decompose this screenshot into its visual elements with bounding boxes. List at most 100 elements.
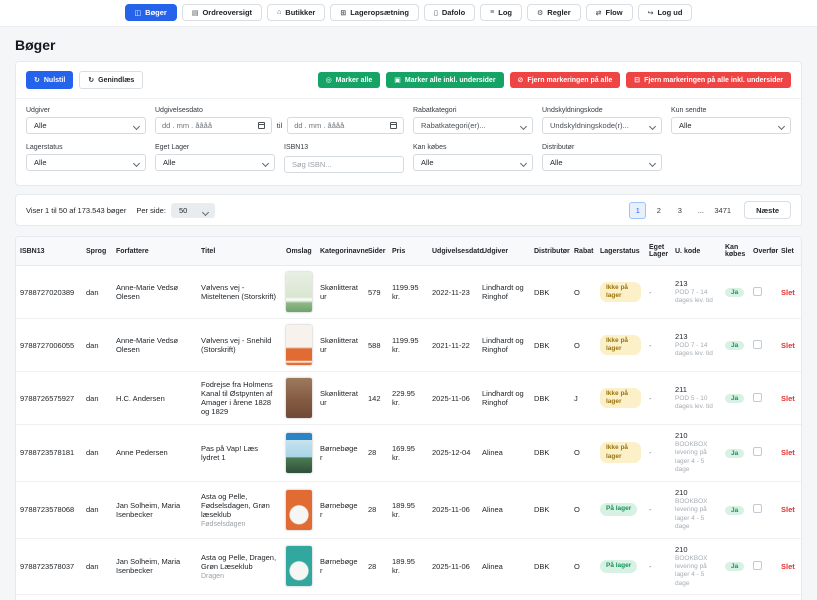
category-value: Skønlitteratur bbox=[320, 283, 358, 301]
nav-item-log[interactable]: ≡ Log bbox=[480, 4, 522, 21]
per-page-select[interactable]: 50 bbox=[171, 203, 215, 218]
pagination-page-2[interactable]: 2 bbox=[650, 202, 667, 219]
nav-item-regler[interactable]: ⚙ Regler bbox=[527, 4, 581, 21]
u-code-value: 210 bbox=[675, 545, 717, 554]
table-row: 9788727020389 dan Anne-Marie Vedsø Olese… bbox=[16, 266, 802, 319]
authors-value: Anne Pedersen bbox=[116, 448, 168, 457]
pagination-page-3471[interactable]: 3471 bbox=[713, 202, 732, 219]
publisher-select[interactable]: Alle bbox=[26, 117, 146, 134]
nav-item-flow[interactable]: ⇄ Flow bbox=[586, 4, 633, 21]
discount-value: J bbox=[574, 394, 578, 403]
stock-status-badge: Ikke på lager bbox=[600, 388, 641, 409]
per-page-label: Per side: bbox=[136, 206, 166, 215]
column-header-lagerstatus: Lagerstatus bbox=[596, 237, 645, 266]
nav-item-log-ud[interactable]: ↪ Log ud bbox=[638, 4, 693, 21]
clear-selection-including-subpages-button[interactable]: ⊟ Fjern markeringen på alle inkl. unders… bbox=[626, 72, 791, 88]
date-from-input[interactable]: dd . mm . åååå bbox=[155, 117, 272, 134]
isbn-value: 9788723578068 bbox=[20, 505, 74, 514]
isbn-value: 9788723578037 bbox=[20, 562, 74, 571]
distributor-value: DBK bbox=[534, 505, 549, 514]
clear-selection-button[interactable]: ⊘ Fjern markeringen på alle bbox=[510, 72, 621, 88]
transfer-checkbox[interactable] bbox=[753, 504, 762, 513]
slash-circle-icon: ⊘ bbox=[518, 76, 524, 84]
only-sent-select[interactable]: Alle bbox=[671, 117, 791, 134]
language-value: dan bbox=[86, 505, 99, 514]
column-header-sider: Sider bbox=[364, 237, 388, 266]
distributor-select[interactable]: Alle bbox=[542, 154, 662, 171]
reset-button[interactable]: ↻ Nulstil bbox=[26, 71, 73, 89]
nav-item-dafolo[interactable]: ▯ Dafolo bbox=[424, 4, 475, 21]
transfer-checkbox[interactable] bbox=[753, 393, 762, 402]
isbn-value: 9788726575927 bbox=[20, 394, 74, 403]
category-value: Skønlitteratur bbox=[320, 389, 358, 407]
delete-link[interactable]: Slet bbox=[781, 505, 795, 514]
u-code-value: 213 bbox=[675, 332, 717, 341]
shop-icon: ⌂ bbox=[277, 9, 281, 16]
transfer-checkbox[interactable] bbox=[753, 561, 762, 570]
delete-link[interactable]: Slet bbox=[781, 394, 795, 403]
select-all-including-subpages-button[interactable]: ▣ Marker alle inkl. undersider bbox=[386, 72, 503, 88]
purchasable-badge: Ja bbox=[725, 288, 744, 297]
pagination-page-1[interactable]: 1 bbox=[629, 202, 646, 219]
category-value: Børnebøger bbox=[320, 501, 358, 519]
language-value: dan bbox=[86, 448, 99, 457]
date-to-input[interactable]: dd . mm . åååå bbox=[287, 117, 404, 134]
publish-date-value: 2022-11-23 bbox=[432, 288, 470, 297]
column-header-distributør: Distributør bbox=[530, 237, 570, 266]
stock-status-badge: Ikke på lager bbox=[600, 442, 641, 463]
delete-link[interactable]: Slet bbox=[781, 288, 795, 297]
isbn-filter-label: ISBN13 bbox=[284, 144, 404, 151]
warehouse-icon: ⊞ bbox=[340, 9, 346, 17]
delete-link[interactable]: Slet bbox=[781, 562, 795, 571]
transfer-checkbox[interactable] bbox=[753, 447, 762, 456]
own-stock-value: - bbox=[649, 341, 652, 350]
title-value: Vølvens vej - Misteltenen (Storskrift) bbox=[201, 283, 278, 301]
nav-item-bøger[interactable]: ◫ Bøger bbox=[125, 4, 177, 21]
delete-link[interactable]: Slet bbox=[781, 448, 795, 457]
column-header-sprog: Sprog bbox=[82, 237, 112, 266]
only-sent-filter-label: Kun sendte bbox=[671, 107, 791, 114]
transfer-checkbox[interactable] bbox=[753, 287, 762, 296]
publish-date-value: 2025-12-04 bbox=[432, 448, 470, 457]
pagination-card: Viser 1 til 50 af 173.543 bøger Per side… bbox=[15, 194, 802, 226]
delete-link[interactable]: Slet bbox=[781, 341, 795, 350]
column-header-omslag: Omslag bbox=[282, 237, 316, 266]
nav-item-butikker[interactable]: ⌂ Butikker bbox=[267, 4, 325, 21]
own-stock-value: - bbox=[649, 394, 652, 403]
u-code-value: 210 bbox=[675, 488, 717, 497]
subtitle-value: Dragen bbox=[201, 573, 278, 580]
column-header-udgivelsesdato: Udgivelsesdato bbox=[428, 237, 478, 266]
discount-value: O bbox=[574, 288, 580, 297]
transfer-checkbox[interactable] bbox=[753, 340, 762, 349]
publish-date-value: 2025-11-06 bbox=[432, 394, 470, 403]
distributor-value: DBK bbox=[534, 394, 549, 403]
u-code-description: POD 5 - 10 dages lev. tid bbox=[675, 395, 717, 412]
reload-button[interactable]: ↻ Genindlæs bbox=[79, 71, 143, 89]
flow-icon: ⇄ bbox=[596, 9, 602, 17]
calendar-icon bbox=[390, 122, 397, 129]
purchasable-filter-label: Kan købes bbox=[413, 144, 533, 151]
next-page-button[interactable]: Næste bbox=[744, 201, 791, 219]
authors-value: Anne-Marie Vedsø Olesen bbox=[116, 336, 178, 354]
isbn-value: 9788727006055 bbox=[20, 341, 74, 350]
purchasable-badge: Ja bbox=[725, 394, 744, 403]
language-value: dan bbox=[86, 341, 99, 350]
nav-item-lageropsætning[interactable]: ⊞ Lageropsætning bbox=[330, 4, 419, 21]
excuse-code-select[interactable]: Undskyldningskode(r)... bbox=[542, 117, 662, 134]
book-cover-image bbox=[286, 490, 312, 530]
discount-category-select[interactable]: Rabatkategori(er)... bbox=[413, 117, 533, 134]
distributor-value: DBK bbox=[534, 448, 549, 457]
purchasable-select[interactable]: Alle bbox=[413, 154, 533, 171]
own-stock-select[interactable]: Alle bbox=[155, 154, 275, 171]
pages-value: 28 bbox=[368, 448, 376, 457]
isbn-search-input[interactable] bbox=[284, 156, 404, 173]
pagination-page-[interactable]: ... bbox=[692, 202, 709, 219]
pagination-page-3[interactable]: 3 bbox=[671, 202, 688, 219]
nav-item-ordreoversigt[interactable]: ▤ Ordreoversigt bbox=[182, 4, 262, 21]
stock-status-badge: Ikke på lager bbox=[600, 335, 641, 356]
refresh-icon: ↻ bbox=[34, 76, 40, 84]
stock-status-select[interactable]: Alle bbox=[26, 154, 146, 171]
select-all-button[interactable]: ◎ Marker alle bbox=[318, 72, 381, 88]
language-value: dan bbox=[86, 562, 99, 571]
u-code-value: 210 bbox=[675, 431, 717, 440]
